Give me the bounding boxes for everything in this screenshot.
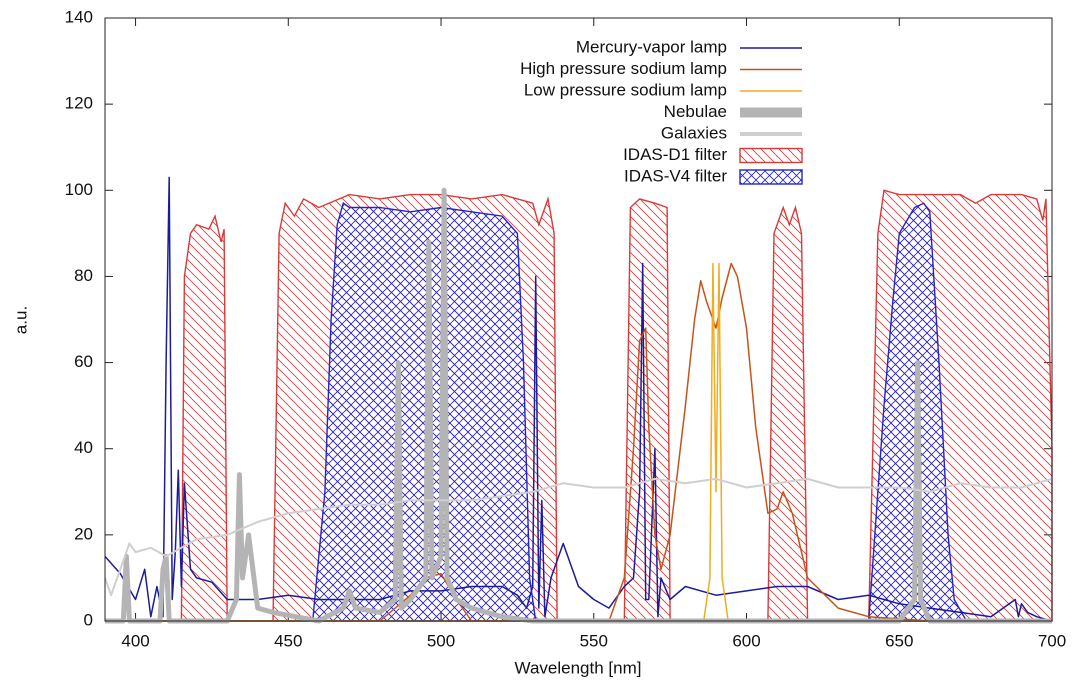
- x-tick-label: 500: [427, 631, 455, 650]
- y-tick-label: 40: [74, 438, 93, 457]
- legend-label: High pressure sodium lamp: [520, 59, 727, 78]
- x-tick-label: 600: [732, 631, 760, 650]
- y-tick-label: 120: [65, 94, 93, 113]
- x-axis-label: Wavelength [nm]: [515, 658, 642, 677]
- series-line: [104, 176, 1053, 622]
- y-tick-label: 0: [84, 610, 93, 629]
- x-tick-label: 550: [580, 631, 608, 650]
- legend-swatch: [739, 147, 803, 164]
- legend-label: Nebulae: [664, 102, 727, 121]
- legend-label: IDAS-V4 filter: [624, 166, 727, 185]
- series-line: [105, 262, 1052, 622]
- x-tick-label: 450: [274, 631, 302, 650]
- y-tick-label: 80: [74, 266, 93, 285]
- y-tick-label: 140: [65, 7, 93, 26]
- series-line: [104, 477, 1053, 597]
- y-tick-label: 20: [74, 524, 93, 543]
- x-tick-label: 650: [885, 631, 913, 650]
- x-tick-label: 400: [121, 631, 149, 650]
- y-axis-label: a.u.: [11, 306, 30, 334]
- x-tick-label: 700: [1038, 631, 1066, 650]
- y-tick-label: 100: [65, 180, 93, 199]
- series-line: [105, 262, 1052, 622]
- legend-swatch: [739, 169, 803, 185]
- legend-label: Galaxies: [661, 123, 727, 142]
- plot-frame: [104, 17, 1053, 622]
- legend-label: Mercury-vapor lamp: [576, 37, 727, 56]
- legend-label: Low pressure sodium lamp: [524, 80, 727, 99]
- legend-label: IDAS-D1 filter: [623, 145, 727, 164]
- filter-area: [105, 202, 1052, 622]
- y-tick-label: 60: [74, 352, 93, 371]
